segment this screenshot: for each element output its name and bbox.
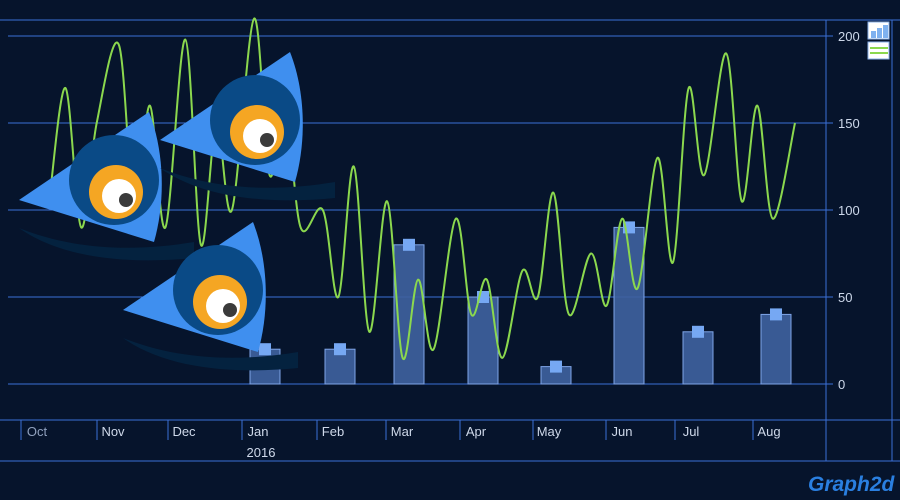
- y-tick-label: 50: [838, 290, 852, 305]
- x-tick-label: Aug: [757, 424, 780, 439]
- y-tick-label: 150: [838, 116, 860, 131]
- x-secondary-label: 2016: [247, 445, 276, 460]
- line-series: [49, 17, 796, 361]
- x-tick-label: Apr: [466, 424, 487, 439]
- bar[interactable]: [682, 331, 714, 385]
- bar-point: [692, 325, 704, 338]
- eye-character: [160, 52, 335, 201]
- eye-character: [123, 222, 298, 371]
- x-tick-label: Feb: [322, 424, 344, 439]
- x-tick-label: Jul: [683, 424, 700, 439]
- x-tick-label: Mar: [391, 424, 414, 439]
- brand-logo: Graph2d: [808, 473, 896, 496]
- line-icon: [867, 41, 890, 60]
- bar-icon: [867, 21, 890, 40]
- x-tick-label: Jun: [612, 424, 633, 439]
- decorative-characters: [19, 52, 335, 371]
- axes: 0 50 100 150 200 Oct Nov Dec Jan Feb Mar Apr May Jun J…: [20, 29, 860, 460]
- line-path[interactable]: [49, 17, 796, 361]
- bar-point: [770, 308, 782, 321]
- x-tick-label: Jan: [248, 424, 269, 439]
- y-tick-label: 100: [838, 203, 860, 218]
- bar-point: [259, 343, 271, 356]
- x-tick-label: May: [537, 424, 562, 439]
- y-tick-label: 0: [838, 377, 845, 392]
- bar-point: [403, 238, 415, 251]
- y-tick-label: 200: [838, 29, 860, 44]
- x-tick-label: Oct: [27, 424, 48, 439]
- bar-point: [550, 360, 562, 373]
- eye-character: [19, 112, 194, 261]
- x-tick-label: Nov: [101, 424, 125, 439]
- bar-point: [334, 343, 346, 356]
- x-tick-label: Dec: [172, 424, 196, 439]
- legend[interactable]: [867, 21, 890, 60]
- bar[interactable]: [760, 313, 792, 385]
